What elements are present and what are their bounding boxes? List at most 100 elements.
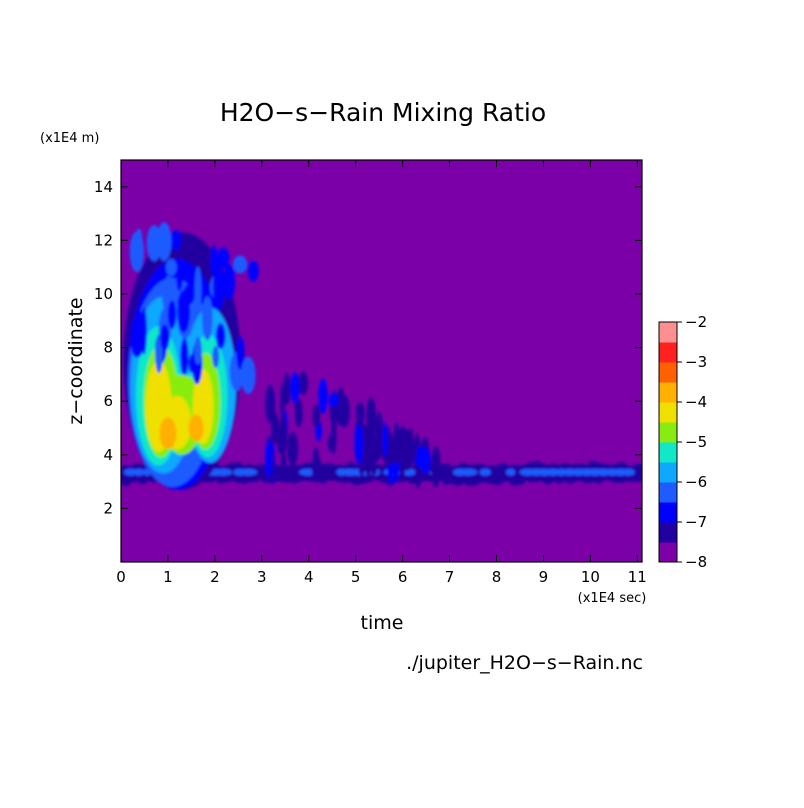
core-streak (240, 356, 256, 395)
y-tick-label: 6 (103, 392, 113, 410)
convective-core (188, 414, 204, 442)
y-tick-label: 10 (94, 285, 113, 303)
x-tick-label: 10 (581, 568, 600, 586)
y-tick-label: 12 (94, 231, 113, 249)
decaying-cell (265, 384, 276, 423)
decaying-cell (277, 434, 287, 455)
decaying-cell (382, 422, 388, 457)
colorbar-swatch (659, 402, 677, 423)
colorbar-swatch (659, 422, 677, 443)
colorbar: −8 −7 −6 −5 −4 −3 −2 (658, 313, 707, 571)
colorbar-swatch (659, 462, 677, 483)
rain-layer-core (214, 468, 233, 476)
colorbar-swatch (659, 322, 677, 343)
colorbar-swatch (659, 522, 677, 543)
colorbar-swatch (659, 502, 677, 523)
x-tick-label: 3 (257, 568, 267, 586)
y-tick-label: 4 (103, 446, 113, 464)
core-streak (223, 264, 236, 300)
rain-layer-core (123, 468, 137, 476)
y-tick-label: 2 (103, 499, 113, 517)
rain-layer-core (479, 468, 491, 476)
rain-layer-core (505, 468, 516, 476)
core-streak (247, 260, 259, 282)
colorbar-swatch (659, 342, 677, 363)
decaying-cell (431, 446, 441, 488)
colorbar-swatch (659, 442, 677, 463)
colorbar-tick-label: −2 (685, 313, 707, 331)
core-streak (176, 261, 183, 292)
core-streak (133, 309, 145, 357)
core-streak (212, 264, 224, 312)
decaying-cell (331, 416, 337, 455)
x-tick-label: 2 (210, 568, 220, 586)
decaying-cell (294, 402, 303, 428)
x-tick-label: 6 (398, 568, 408, 586)
core-streak (155, 337, 163, 374)
core-streak (157, 222, 172, 262)
decaying-cell (265, 439, 272, 478)
plot-frame (120, 159, 643, 563)
decaying-cell (271, 412, 279, 445)
x-tick-label: 8 (492, 568, 502, 586)
core-streak (212, 345, 220, 368)
core-streak (151, 234, 159, 262)
decaying-cell (318, 378, 328, 414)
core-streak (135, 228, 143, 249)
core-streak (217, 247, 230, 269)
rain-layer-cell (630, 463, 642, 483)
decaying-cell (280, 451, 287, 476)
colorbar-tick-label: −5 (685, 433, 707, 451)
decaying-cell (401, 431, 412, 471)
x-tick-label: 7 (445, 568, 455, 586)
y-axis-ticks: 2 4 6 8 10 12 14 (94, 178, 642, 517)
core-streak (232, 255, 248, 274)
x-axis-ticks: 0 1 2 3 4 5 6 7 8 9 10 11 (116, 160, 647, 586)
x-unit-label: (x1E4 sec) (578, 591, 647, 606)
decaying-cell (312, 404, 321, 428)
decaying-cell (415, 446, 427, 469)
x-tick-label: 9 (539, 568, 549, 586)
decaying-cell (355, 401, 365, 425)
x-axis-label: time (361, 612, 404, 634)
core-streak (236, 336, 245, 370)
core-streak (170, 229, 182, 251)
decaying-cell (387, 433, 394, 463)
decaying-cell (287, 431, 299, 466)
colorbar-tick-label: −4 (685, 393, 707, 411)
contour-layer (121, 222, 642, 490)
core-streak (188, 354, 196, 374)
core-streak (167, 300, 177, 330)
colorbar-swatch (659, 482, 677, 503)
convective-core (159, 417, 177, 450)
colorbar-swatch (659, 542, 677, 563)
y-tick-label: 14 (94, 178, 113, 196)
decaying-cell (408, 441, 417, 462)
colorbar-tick-label: −7 (685, 513, 707, 531)
decaying-cell (290, 372, 300, 403)
rain-layer-core (240, 468, 258, 476)
colorbar-swatch (659, 362, 677, 383)
decaying-cell (328, 392, 339, 407)
core-streak (180, 337, 189, 376)
x-tick-label: 1 (163, 568, 173, 586)
x-tick-label: 4 (304, 568, 314, 586)
decaying-cell (375, 412, 384, 449)
y-unit-label: (x1E4 m) (40, 131, 99, 146)
y-tick-label: 8 (103, 339, 113, 357)
x-tick-label: 0 (116, 568, 126, 586)
colorbar-tick-label: −6 (685, 473, 707, 491)
colorbar-swatch (659, 382, 677, 403)
rain-layer-core (132, 468, 145, 476)
colorbar-tick-label: −8 (685, 553, 707, 571)
decaying-cell (354, 424, 364, 464)
y-axis-label: z−coordinate (65, 297, 87, 424)
decaying-cell (338, 395, 350, 428)
core-streak (160, 324, 170, 351)
x-tick-label: 5 (351, 568, 361, 586)
decaying-cell (283, 373, 291, 406)
decaying-cell (370, 460, 378, 476)
